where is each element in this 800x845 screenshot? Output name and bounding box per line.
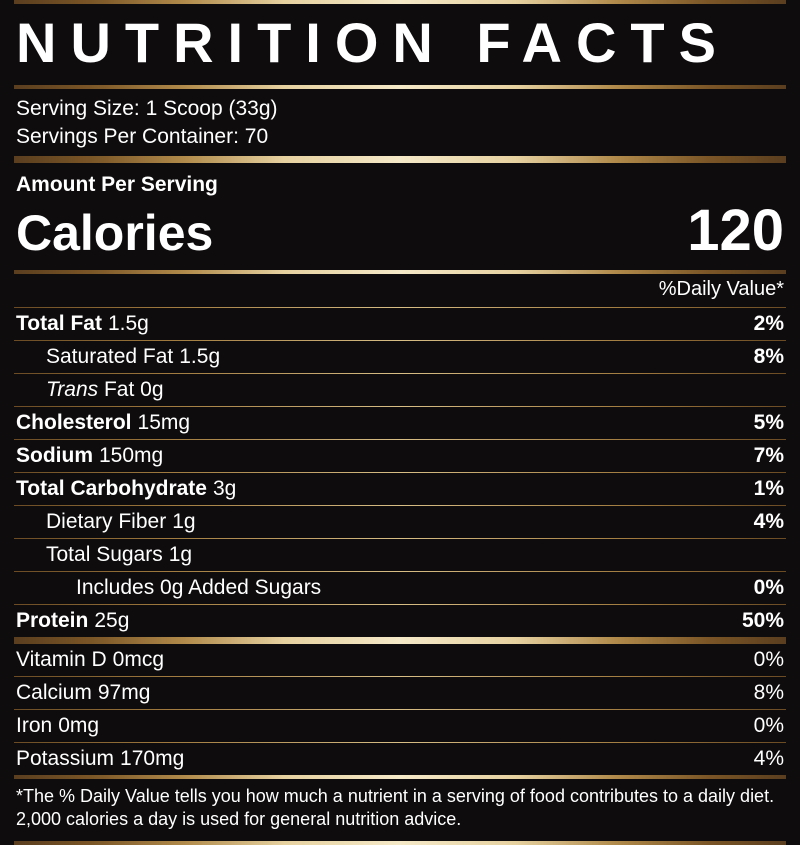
nutrient-name: Potassium <box>16 748 114 769</box>
serving-size-value: 1 Scoop (33g) <box>146 97 278 120</box>
nutrient-dv: 50% <box>742 610 784 631</box>
nutrient-dv: 7% <box>754 445 784 466</box>
nutrient-name: Cholesterol <box>16 412 132 433</box>
servings-per-value: 70 <box>245 125 268 148</box>
nutrient-dv: 0% <box>754 577 784 598</box>
row-calcium: Calcium 97mg 8% <box>14 677 786 709</box>
row-vitamin-d: Vitamin D 0mcg 0% <box>14 644 786 676</box>
rule-bottom <box>14 841 786 845</box>
nutrient-name: Trans Fat 0g <box>46 379 164 400</box>
nutrient-amount: 1.5g <box>179 346 220 367</box>
nutrient-amount: 150mg <box>99 445 163 466</box>
row-cholesterol: Cholesterol 15mg 5% <box>14 407 786 439</box>
calories-value: 120 <box>687 197 784 264</box>
row-sodium: Sodium 150mg 7% <box>14 440 786 472</box>
servings-per-label: Servings Per Container: <box>16 125 239 148</box>
nutrient-amount: 3g <box>213 478 236 499</box>
nutrient-amount: 1g <box>172 511 195 532</box>
row-sat-fat: Saturated Fat 1.5g 8% <box>14 341 786 373</box>
row-added-sugars: Includes 0g Added Sugars 0% <box>14 572 786 604</box>
rule-thick <box>14 637 786 644</box>
nutrient-name: Total Carbohydrate <box>16 478 207 499</box>
panel-title: NUTRITION FACTS <box>14 4 786 85</box>
nutrient-name: Protein <box>16 610 88 631</box>
nutrient-dv: 8% <box>754 682 784 703</box>
daily-value-footnote: *The % Daily Value tells you how much a … <box>14 779 786 842</box>
nutrient-dv: 0% <box>754 715 784 736</box>
calories-row: Calories 120 <box>14 197 786 270</box>
nutrient-amount: 0mg <box>58 715 99 736</box>
nutrient-name: Total Sugars <box>46 544 163 565</box>
row-fiber: Dietary Fiber 1g 4% <box>14 506 786 538</box>
nutrition-facts-panel: NUTRITION FACTS Serving Size: 1 Scoop (3… <box>0 0 800 845</box>
nutrient-dv: 2% <box>754 313 784 334</box>
nutrient-name: Dietary Fiber <box>46 511 166 532</box>
row-iron: Iron 0mg 0% <box>14 710 786 742</box>
amount-per-serving: Amount Per Serving <box>14 163 786 197</box>
nutrient-name: Sodium <box>16 445 93 466</box>
row-protein: Protein 25g 50% <box>14 605 786 637</box>
rule-thick <box>14 156 786 163</box>
row-total-fat: Total Fat 1.5g 2% <box>14 308 786 340</box>
nutrient-amount: 170mg <box>120 748 184 769</box>
serving-size: Serving Size: 1 Scoop (33g) <box>16 95 784 123</box>
nutrient-name: Iron <box>16 715 52 736</box>
nutrient-amount: 1.5g <box>108 313 149 334</box>
nutrient-amount: 0mcg <box>113 649 164 670</box>
nutrient-dv: 4% <box>754 511 784 532</box>
nutrient-name: Includes 0g Added Sugars <box>76 577 321 598</box>
row-total-sugars: Total Sugars 1g <box>14 539 786 571</box>
nutrient-dv: 1% <box>754 478 784 499</box>
calories-label: Calories <box>16 204 213 262</box>
nutrient-name: Saturated Fat <box>46 346 173 367</box>
nutrient-dv: 0% <box>754 649 784 670</box>
servings-per-container: Servings Per Container: 70 <box>16 123 784 151</box>
row-potassium: Potassium 170mg 4% <box>14 743 786 775</box>
row-total-carb: Total Carbohydrate 3g 1% <box>14 473 786 505</box>
daily-value-header: %Daily Value* <box>14 274 786 307</box>
nutrient-amount: 1g <box>169 544 192 565</box>
nutrient-name: Total Fat <box>16 313 102 334</box>
nutrient-dv: 8% <box>754 346 784 367</box>
nutrient-dv: 5% <box>754 412 784 433</box>
nutrient-amount: 97mg <box>98 682 151 703</box>
serving-block: Serving Size: 1 Scoop (33g) Servings Per… <box>14 89 786 156</box>
serving-size-label: Serving Size: <box>16 97 140 120</box>
nutrient-name: Calcium <box>16 682 92 703</box>
nutrient-amount: 15mg <box>138 412 191 433</box>
nutrient-name: Vitamin D <box>16 649 107 670</box>
nutrient-dv: 4% <box>754 748 784 769</box>
row-trans-fat: Trans Fat 0g <box>14 374 786 406</box>
nutrient-amount: 25g <box>94 610 129 631</box>
